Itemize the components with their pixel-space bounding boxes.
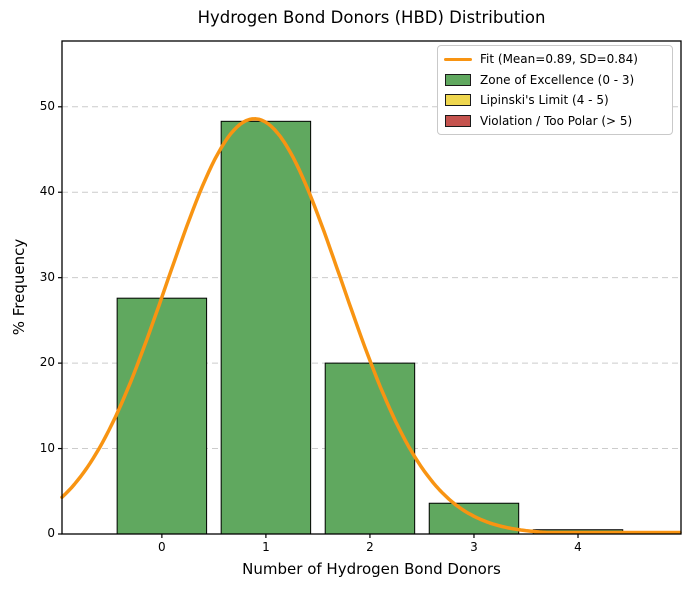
legend-item-fit: Fit (Mean=0.89, SD=0.84): [444, 50, 666, 68]
y-tick-label: 0: [47, 526, 55, 540]
x-axis-label: Number of Hydrogen Bond Donors: [242, 560, 501, 578]
legend-patch-swatch: [444, 73, 472, 86]
legend-label: Lipinski's Limit (4 - 5): [480, 93, 609, 108]
histogram-bar: [116, 297, 208, 535]
histogram-bar: [324, 362, 416, 535]
legend-patch-swatch: [444, 94, 472, 107]
histogram-bar: [428, 502, 520, 535]
swatch-color: [445, 94, 471, 107]
legend: Fit (Mean=0.89, SD=0.84) Zone of Excellen…: [437, 45, 673, 135]
legend-label: Zone of Excellence (0 - 3): [480, 72, 635, 87]
legend-item-lipinski-limit: Lipinski's Limit (4 - 5): [444, 91, 666, 109]
x-tick-label: 3: [470, 540, 478, 554]
y-tick-label: 30: [39, 269, 55, 284]
y-tick-label: 40: [39, 184, 55, 199]
x-tick-label: 2: [366, 540, 374, 554]
histogram-bar: [220, 120, 312, 535]
legend-patch-swatch: [444, 114, 472, 127]
y-axis-label: % Frequency: [10, 238, 28, 336]
legend-item-zone-of-excellence: Zone of Excellence (0 - 3): [444, 71, 666, 89]
x-tick-label: 4: [574, 540, 582, 554]
chart-title: Hydrogen Bond Donors (HBD) Distribution: [197, 8, 546, 27]
axes-frame: [61, 40, 682, 535]
legend-label: Fit (Mean=0.89, SD=0.84): [480, 52, 638, 67]
x-tick-label: 1: [262, 540, 270, 554]
fit-curve: [60, 117, 682, 535]
swatch-color: [445, 114, 471, 127]
y-tick-label: 10: [39, 440, 55, 455]
swatch-color: [445, 73, 471, 86]
x-tick-label: 0: [158, 540, 166, 554]
swatch-color: [444, 57, 472, 62]
y-tick-label: 50: [39, 98, 55, 113]
legend-item-violation-too-polar: Violation / Too Polar (> 5): [444, 112, 666, 130]
legend-label: Violation / Too Polar (> 5): [480, 113, 633, 128]
y-tick-label: 20: [39, 355, 55, 370]
legend-line-swatch: [444, 57, 472, 62]
